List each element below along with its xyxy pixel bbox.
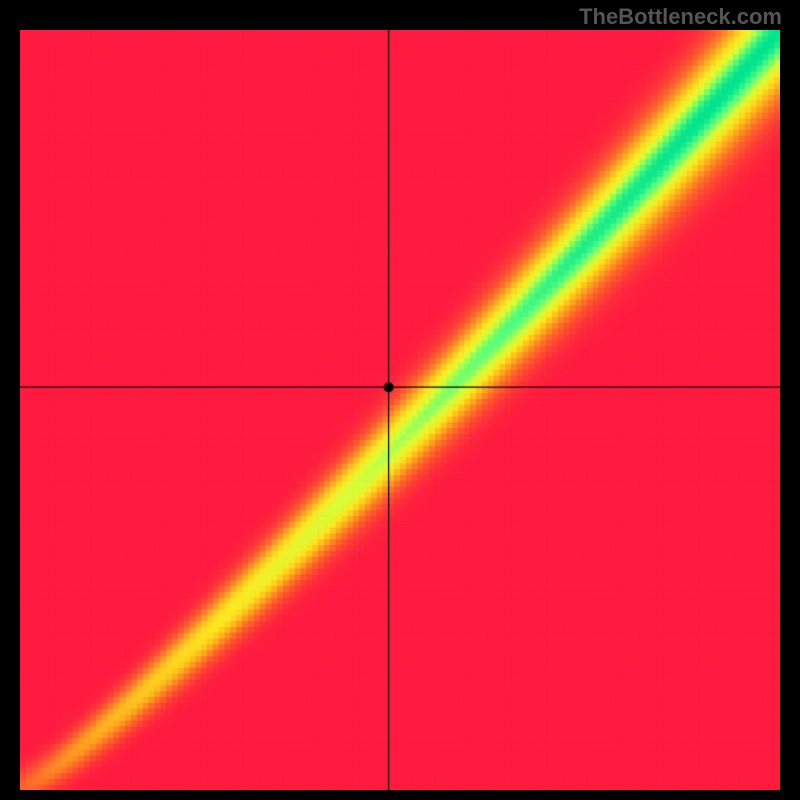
- watermark-text: TheBottleneck.com: [579, 4, 782, 30]
- heatmap-canvas: [20, 30, 780, 790]
- chart-container: TheBottleneck.com: [0, 0, 800, 800]
